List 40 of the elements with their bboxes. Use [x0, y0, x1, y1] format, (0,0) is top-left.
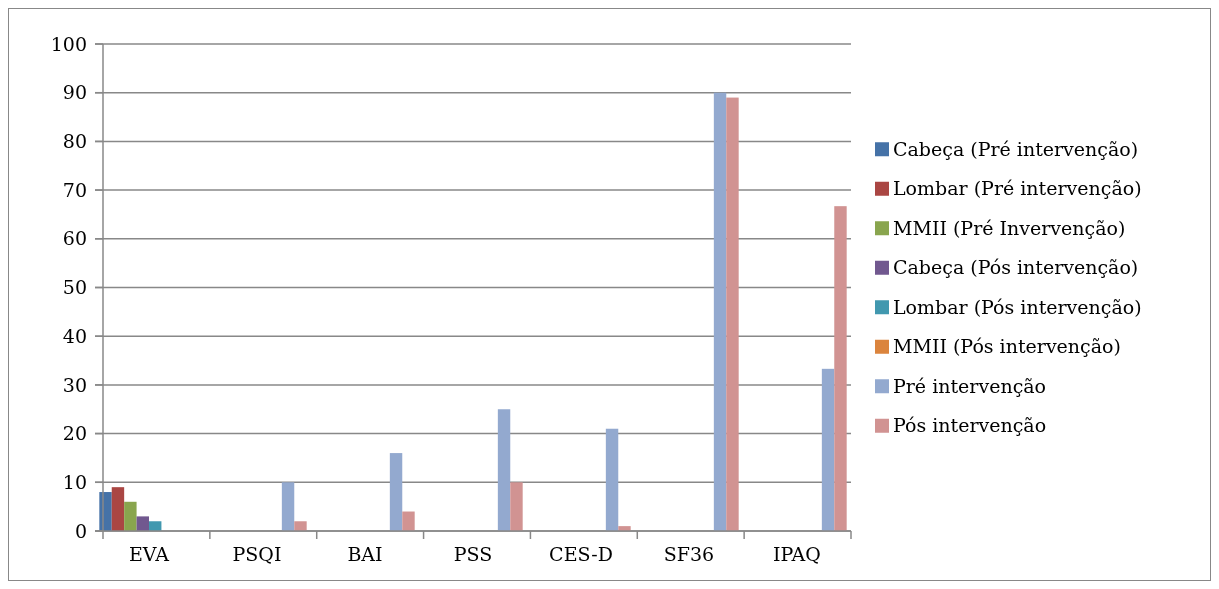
y-tick-label: 90 [62, 81, 87, 104]
x-tick-label: IPAQ [773, 543, 821, 565]
y-tick-label: 30 [62, 373, 87, 396]
bar [124, 501, 137, 531]
y-tick-label: 70 [62, 178, 87, 201]
bar [389, 453, 403, 531]
y-tick-label: 20 [62, 422, 87, 445]
x-tick-label: SF36 [663, 543, 715, 565]
legend-label: Pós intervenção [893, 414, 1047, 437]
y-tick-label: 10 [62, 470, 87, 493]
legend-label: MMII (Pré Invervenção) [893, 216, 1126, 239]
bar [713, 92, 727, 531]
legend-label: Lombar (Pré intervenção) [893, 177, 1142, 200]
bar [136, 516, 149, 531]
bar [605, 428, 619, 531]
x-tick-label: EVA [128, 543, 170, 565]
bar [281, 482, 295, 531]
y-tick-label: 50 [62, 276, 87, 299]
legend-label: MMII (Pós intervenção) [893, 335, 1121, 358]
x-tick-label: PSQI [232, 543, 282, 565]
x-tick-label: PSS [453, 543, 493, 565]
y-tick-label: 40 [62, 324, 87, 347]
bar [726, 97, 739, 531]
bar [497, 409, 511, 531]
legend-label: Cabeça (Pré intervenção) [893, 137, 1139, 160]
bar [111, 487, 125, 531]
bar [510, 482, 523, 531]
y-tick-label: 80 [62, 130, 87, 153]
x-tick-label: BAI [347, 543, 383, 565]
legend-label: Pré intervenção [893, 374, 1047, 397]
y-tick-label: 100 [50, 32, 87, 55]
y-tick-label: 0 [74, 519, 87, 542]
bar [834, 206, 847, 531]
bar [294, 521, 307, 531]
legend-label: Cabeça (Pós intervenção) [893, 256, 1139, 279]
x-tick-label: CES-D [549, 543, 613, 565]
bar [821, 368, 835, 531]
bar [402, 511, 415, 531]
legend-label: Lombar (Pós intervenção) [893, 295, 1142, 318]
y-tick-label: 60 [62, 227, 87, 250]
